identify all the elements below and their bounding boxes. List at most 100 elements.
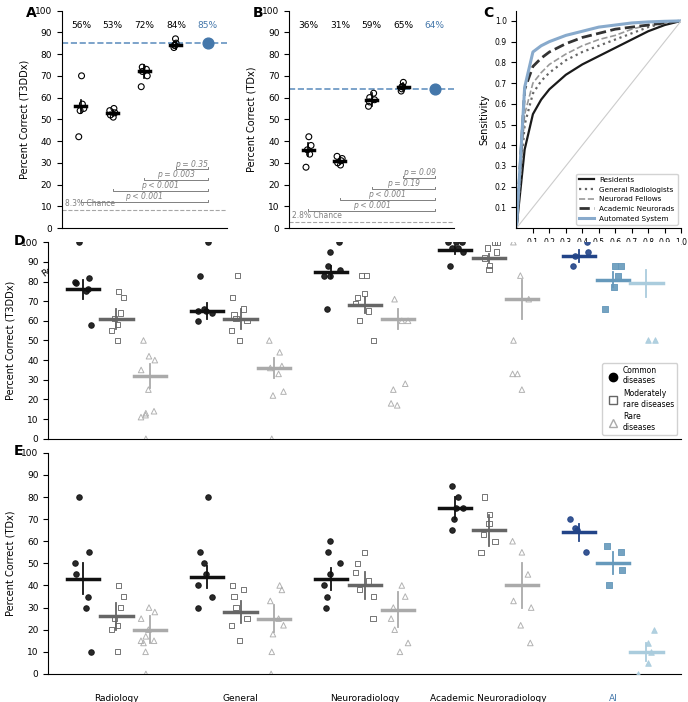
Y-axis label: Percent Correct (TDx): Percent Correct (TDx) bbox=[247, 67, 257, 172]
Point bbox=[241, 315, 252, 326]
Point bbox=[572, 524, 583, 536]
Academic Neurorads bbox=[627, 23, 636, 32]
Point bbox=[580, 547, 591, 558]
Point bbox=[140, 646, 151, 657]
Point bbox=[109, 102, 120, 114]
Point bbox=[111, 646, 122, 657]
Point bbox=[350, 298, 361, 309]
Point bbox=[238, 303, 249, 314]
Point bbox=[512, 369, 523, 380]
Point bbox=[398, 77, 409, 88]
Automated System bbox=[611, 21, 619, 29]
Point bbox=[526, 602, 537, 614]
Line: Residents: Residents bbox=[517, 21, 681, 228]
Point bbox=[363, 100, 374, 112]
Point bbox=[265, 362, 276, 373]
Residents bbox=[611, 44, 619, 52]
Point bbox=[274, 580, 285, 591]
Point bbox=[136, 364, 147, 376]
Point bbox=[324, 536, 335, 547]
Residents bbox=[561, 71, 570, 79]
Point bbox=[364, 92, 375, 103]
Point bbox=[112, 319, 123, 331]
Point bbox=[515, 270, 526, 282]
Point bbox=[202, 491, 213, 503]
Text: p = 0.35: p = 0.35 bbox=[175, 159, 208, 168]
Point bbox=[402, 315, 413, 326]
Point bbox=[136, 81, 147, 92]
Point bbox=[268, 628, 279, 640]
Point bbox=[264, 335, 275, 346]
Point bbox=[364, 96, 375, 107]
Point bbox=[479, 252, 490, 263]
Point bbox=[83, 272, 94, 283]
Point bbox=[268, 390, 279, 401]
Point bbox=[332, 157, 343, 168]
Point bbox=[138, 335, 149, 346]
Point bbox=[193, 580, 204, 591]
Automated System bbox=[594, 23, 603, 32]
Point bbox=[336, 155, 347, 166]
Point bbox=[69, 276, 80, 287]
Y-axis label: Percent Correct (T3DDx): Percent Correct (T3DDx) bbox=[19, 60, 30, 179]
Text: Radiology
Residents: Radiology Residents bbox=[94, 694, 139, 702]
Point bbox=[322, 591, 333, 602]
Text: p = 0.19: p = 0.19 bbox=[387, 179, 420, 188]
Point bbox=[169, 42, 180, 53]
Residents bbox=[594, 52, 603, 60]
General Radiologists bbox=[521, 120, 529, 128]
Point bbox=[394, 646, 405, 657]
General Radiologists bbox=[529, 89, 537, 98]
Point bbox=[324, 270, 335, 282]
Point bbox=[507, 369, 518, 380]
Point bbox=[200, 305, 211, 317]
Point bbox=[111, 335, 122, 346]
Point bbox=[453, 242, 464, 253]
Point bbox=[475, 547, 486, 558]
Point bbox=[447, 242, 458, 253]
Automated System bbox=[677, 17, 685, 25]
Point bbox=[118, 291, 129, 303]
Point bbox=[508, 595, 519, 607]
Point bbox=[78, 102, 89, 114]
Point bbox=[350, 567, 361, 578]
Point bbox=[278, 620, 289, 631]
Residents bbox=[660, 21, 669, 29]
Point bbox=[385, 613, 396, 624]
Point bbox=[367, 613, 378, 624]
Text: Acad Neurorads: Acad Neurorads bbox=[112, 246, 176, 294]
Residents bbox=[578, 60, 586, 69]
Point bbox=[170, 33, 181, 44]
General Radiologists bbox=[627, 29, 636, 37]
Point bbox=[457, 503, 468, 514]
Residents bbox=[521, 145, 529, 154]
General Radiologists bbox=[660, 19, 669, 27]
Point bbox=[335, 159, 346, 171]
Academic Neurorads bbox=[594, 29, 603, 37]
Residents bbox=[627, 35, 636, 44]
Academic Neurorads bbox=[677, 17, 685, 25]
Point bbox=[396, 86, 407, 97]
Point bbox=[352, 557, 363, 569]
Point bbox=[70, 569, 81, 580]
Point bbox=[397, 81, 408, 92]
Text: 84%: 84% bbox=[166, 21, 186, 30]
Point bbox=[489, 237, 500, 248]
Point bbox=[649, 335, 660, 346]
Point bbox=[202, 37, 213, 49]
Point bbox=[274, 347, 285, 358]
Point bbox=[228, 310, 239, 321]
Point bbox=[523, 293, 534, 305]
Residents bbox=[546, 85, 554, 93]
Academic Neurorads bbox=[660, 19, 669, 27]
Text: General Rads: General Rads bbox=[285, 246, 340, 288]
Point bbox=[442, 237, 453, 248]
Text: Residents: Residents bbox=[267, 246, 308, 278]
Point bbox=[603, 580, 614, 591]
Point bbox=[451, 237, 462, 248]
Text: AI
System: AI System bbox=[596, 694, 630, 702]
Residents bbox=[677, 17, 685, 25]
Neurorad Fellows bbox=[627, 25, 636, 34]
Legend: Common
diseases, Moderately
rare diseases, Rare
diseases: Common diseases, Moderately rare disease… bbox=[603, 363, 677, 435]
Point bbox=[195, 270, 206, 282]
